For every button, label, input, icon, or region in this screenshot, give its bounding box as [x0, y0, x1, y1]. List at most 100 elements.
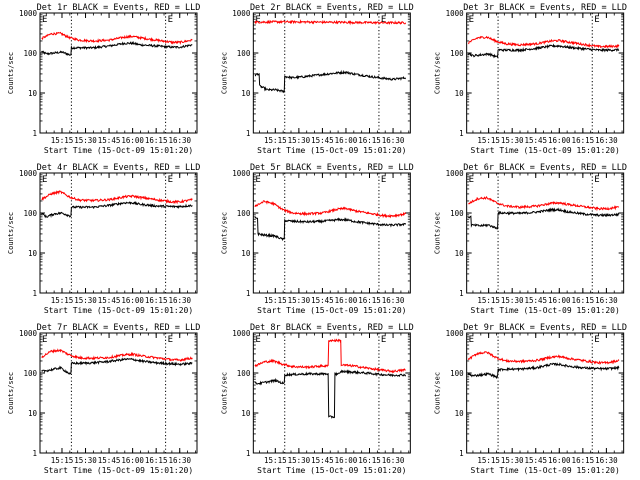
y-tick-label: 1: [459, 449, 464, 458]
panel-title: Det 6r BLACK = Events, RED = LLD: [463, 163, 627, 173]
x-tick-label: 15:30: [74, 456, 97, 465]
x-tick-label: 15:45: [311, 136, 334, 145]
corner-label-left: E: [255, 175, 260, 185]
y-tick-label: 1000: [446, 169, 465, 178]
panel-title: Det 4r BLACK = Events, RED = LLD: [37, 163, 201, 173]
x-tick-label: 15:15: [264, 296, 287, 305]
x-tick-label: 16:15: [572, 136, 595, 145]
y-tick-label: 100: [237, 49, 251, 58]
panel-det-8: Det 8r BLACK = Events, RED = LLD 1 10 100 10…: [220, 323, 413, 475]
corner-label-right: E: [168, 15, 173, 25]
x-tick-label: 16:00: [548, 296, 571, 305]
y-tick-label: 1: [32, 129, 37, 138]
x-tick-label: 16:15: [572, 456, 595, 465]
corner-label-left: E: [255, 15, 260, 25]
panel-det-4: Det 4r BLACK = Events, RED = LLD 1 10 100 10…: [7, 163, 200, 315]
x-tick-label: 16:00: [335, 136, 358, 145]
y-tick-label: 1: [32, 449, 37, 458]
panel-title: Det 3r BLACK = Events, RED = LLD: [463, 3, 627, 13]
y-tick-label: 100: [23, 209, 37, 218]
x-tick-label: 15:15: [264, 456, 287, 465]
corner-label-left: E: [42, 335, 47, 345]
x-axis-label: Start Time (15-Oct-09 15:01:20): [44, 306, 193, 315]
y-tick-label: 10: [28, 89, 38, 98]
x-tick-label: 15:15: [477, 296, 500, 305]
y-axis-label: Counts/sec: [434, 372, 442, 414]
panel-title: Det 1r BLACK = Events, RED = LLD: [37, 3, 201, 13]
events-series-line: [254, 69, 407, 94]
lld-series-line: [254, 200, 407, 219]
y-tick-label: 1000: [232, 329, 251, 338]
x-tick-label: 15:15: [264, 136, 287, 145]
x-axis-label: Start Time (15-Oct-09 15:01:20): [257, 306, 406, 315]
x-axis-label: Start Time (15-Oct-09 15:01:20): [257, 466, 406, 475]
x-axis-label: Start Time (15-Oct-09 15:01:20): [44, 466, 193, 475]
x-tick-label: 15:45: [524, 456, 547, 465]
lld-series-line: [467, 350, 620, 365]
panel-title: Det 9r BLACK = Events, RED = LLD: [463, 323, 627, 333]
x-axis-label: Start Time (15-Oct-09 15:01:20): [471, 466, 620, 475]
x-axis-label: Start Time (15-Oct-09 15:01:20): [471, 306, 620, 315]
x-tick-label: 16:30: [595, 136, 618, 145]
lld-series-line: [254, 338, 406, 374]
y-tick-label: 100: [450, 369, 464, 378]
y-tick-label: 1000: [19, 169, 38, 178]
x-tick-label: 15:15: [51, 296, 74, 305]
corner-label-right: E: [381, 335, 386, 345]
y-tick-label: 1: [246, 449, 251, 458]
panel-det-7: Det 7r BLACK = Events, RED = LLD 1 10 100 10…: [7, 323, 200, 475]
panel-title: Det 7r BLACK = Events, RED = LLD: [37, 323, 201, 333]
y-tick-label: 100: [23, 49, 37, 58]
x-tick-label: 16:00: [121, 296, 144, 305]
x-tick-label: 16:15: [145, 296, 168, 305]
y-axis-label: Counts/sec: [7, 372, 15, 414]
x-tick-label: 16:30: [168, 296, 191, 305]
y-axis-label: Counts/sec: [220, 52, 228, 94]
lld-series-line: [467, 35, 620, 49]
x-tick-label: 16:15: [358, 136, 381, 145]
x-tick-label: 16:15: [358, 456, 381, 465]
y-tick-label: 10: [455, 89, 465, 98]
panel-det-1: Det 1r BLACK = Events, RED = LLD 1 10 100 10…: [7, 3, 200, 155]
x-axis-label: Start Time (15-Oct-09 15:01:20): [471, 146, 620, 155]
events-series-line: [254, 369, 407, 419]
panel-det-5: Det 5r BLACK = Events, RED = LLD 1 10 100 10…: [220, 163, 413, 315]
y-axis-label: Counts/sec: [434, 52, 442, 94]
plot-frame: [252, 12, 411, 134]
corner-label-left: E: [42, 175, 47, 185]
x-tick-label: 15:45: [311, 456, 334, 465]
x-tick-label: 16:00: [548, 456, 571, 465]
events-series-line: [467, 362, 620, 380]
x-tick-label: 16:30: [168, 136, 191, 145]
y-axis-label: Counts/sec: [7, 52, 15, 94]
x-tick-label: 15:45: [524, 296, 547, 305]
x-tick-label: 15:15: [477, 456, 500, 465]
corner-label-right: E: [594, 15, 599, 25]
y-axis-label: Counts/sec: [434, 212, 442, 254]
y-tick-label: 1000: [19, 329, 38, 338]
x-tick-label: 16:30: [382, 456, 405, 465]
x-tick-label: 15:15: [477, 136, 500, 145]
y-axis-label: Counts/sec: [220, 212, 228, 254]
y-tick-label: 1000: [19, 9, 38, 18]
lld-series-line: [41, 190, 193, 205]
y-tick-label: 10: [28, 409, 38, 418]
panel-det-6: Det 6r BLACK = Events, RED = LLD 1 10 100 10…: [434, 163, 627, 315]
events-series-line: [41, 200, 193, 219]
y-tick-label: 10: [241, 409, 251, 418]
events-series-line: [254, 216, 407, 242]
y-tick-label: 100: [450, 209, 464, 218]
y-tick-label: 10: [241, 89, 251, 98]
y-tick-label: 1: [459, 289, 464, 298]
x-axis-label: Start Time (15-Oct-09 15:01:20): [44, 146, 193, 155]
events-series-line: [467, 207, 620, 230]
lld-series-line: [254, 19, 407, 26]
y-tick-label: 1000: [446, 329, 465, 338]
x-tick-label: 16:00: [335, 296, 358, 305]
panel-title: Det 2r BLACK = Events, RED = LLD: [250, 3, 414, 13]
x-tick-label: 16:15: [145, 456, 168, 465]
x-tick-label: 16:30: [382, 136, 405, 145]
x-tick-label: 16:00: [548, 136, 571, 145]
y-tick-label: 1: [459, 129, 464, 138]
panel-title: Det 8r BLACK = Events, RED = LLD: [250, 323, 414, 333]
